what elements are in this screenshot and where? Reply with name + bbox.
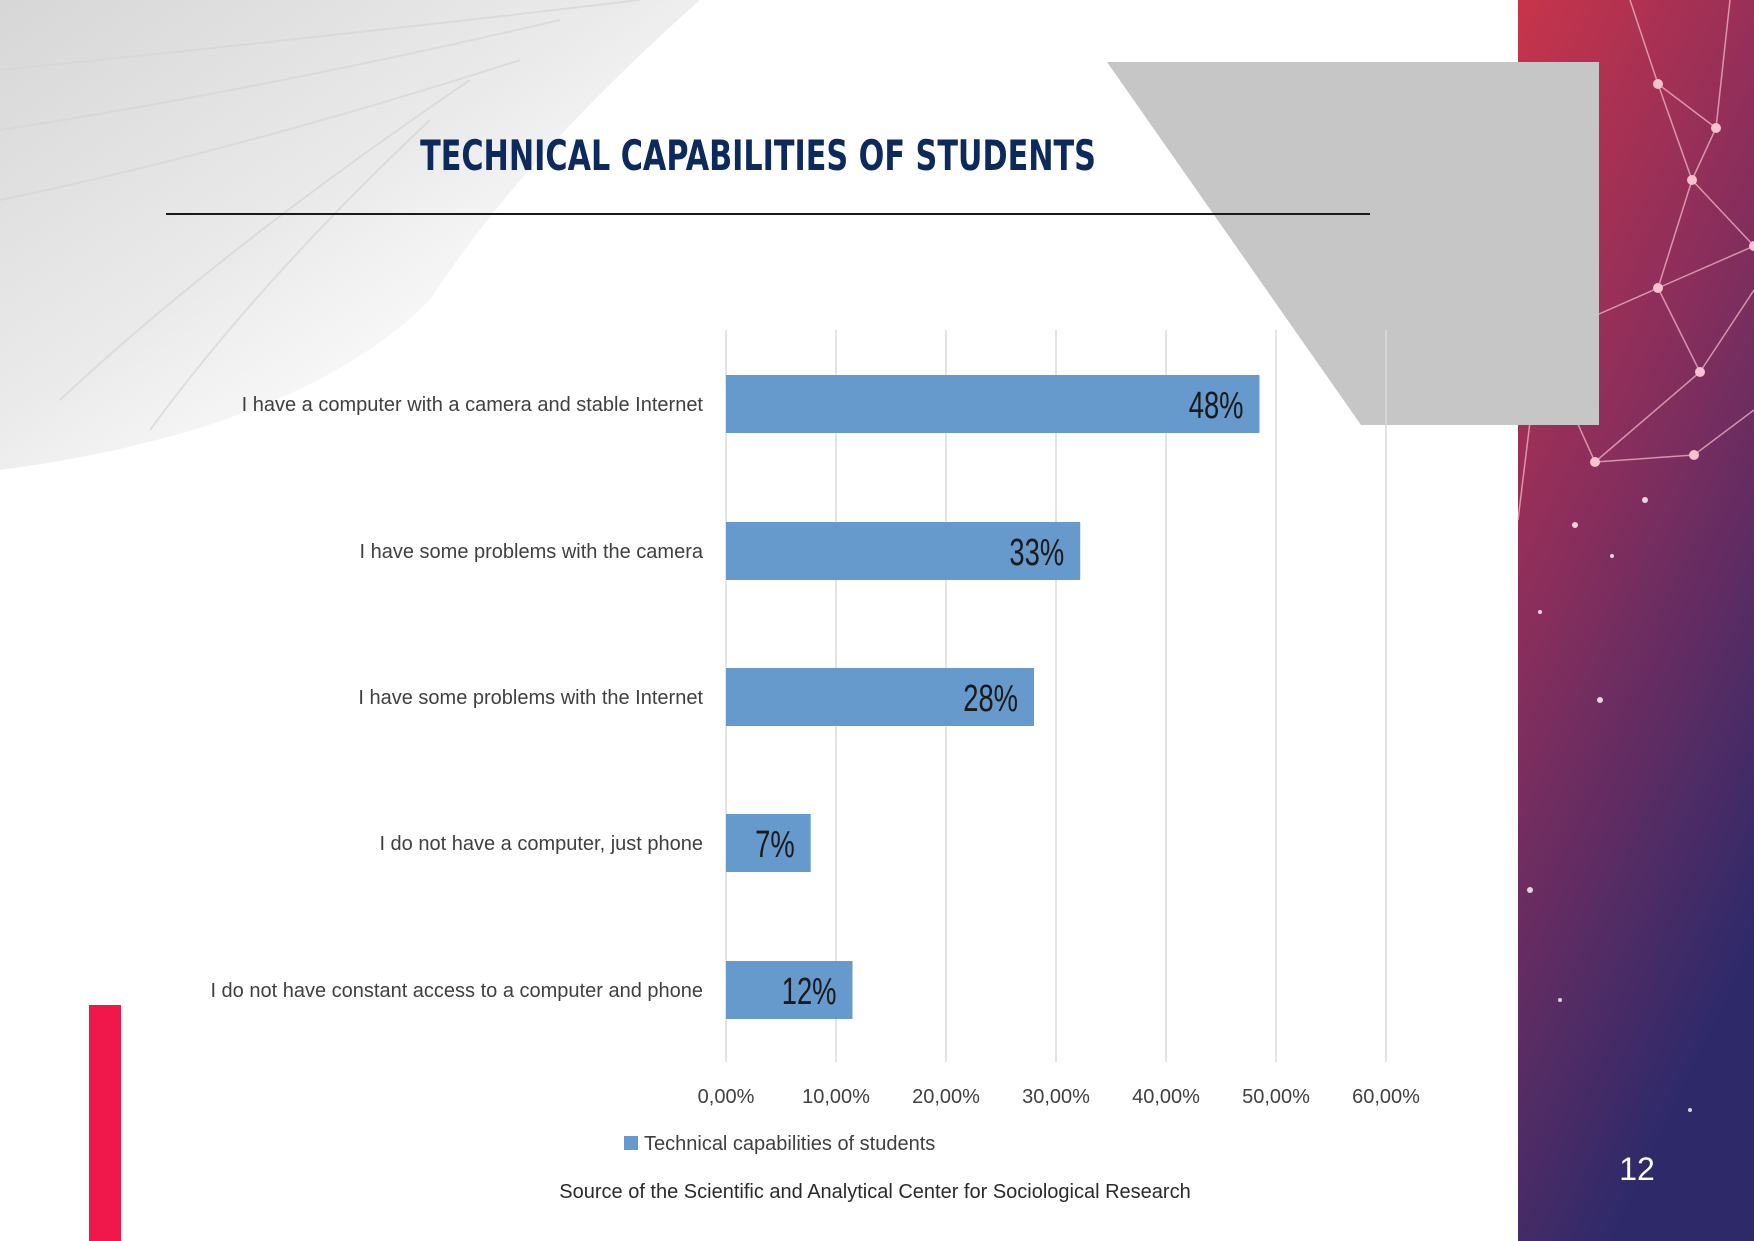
data-label: 12% — [782, 971, 837, 1013]
background-decoration — [0, 0, 700, 470]
sparkle-decoration — [1527, 497, 1692, 1112]
data-label: 48% — [1189, 385, 1244, 427]
x-tick-label: 0,00% — [698, 1086, 755, 1108]
data-label: 7% — [755, 824, 795, 866]
page-number: 12 — [1619, 1151, 1655, 1187]
source-note: Source of the Scientific and Analytical … — [559, 1181, 1190, 1203]
chart-bars: 48% 33% 28% 7% 12% — [726, 375, 1260, 1019]
category-label: I have some problems with the Internet — [358, 687, 703, 709]
chart-category-labels: I have a computer with a camera and stab… — [210, 394, 703, 1002]
category-label: I do not have a computer, just phone — [379, 833, 703, 855]
bar — [726, 668, 1034, 726]
bar — [726, 375, 1260, 433]
legend-swatch — [624, 1136, 638, 1150]
category-label: I have a computer with a camera and stab… — [242, 394, 704, 416]
x-tick-label: 10,00% — [802, 1086, 870, 1108]
bar-chart: 48% 33% 28% 7% 12% I have a computer with a … — [210, 330, 1420, 1155]
x-tick-label: 40,00% — [1132, 1086, 1200, 1108]
slide-title: TECHNICAL CAPABILITIES OF STUDENTS — [420, 131, 1096, 180]
data-label: 28% — [963, 678, 1018, 720]
chart-legend: Technical capabilities of students — [624, 1133, 935, 1155]
x-tick-label: 50,00% — [1242, 1086, 1310, 1108]
legend-label: Technical capabilities of students — [644, 1133, 935, 1155]
chart-x-tick-labels: 0,00% 10,00% 20,00% 30,00% 40,00% 50,00% 60,00… — [698, 1086, 1420, 1108]
gray-trapezoid-decoration — [1107, 62, 1599, 425]
bar — [726, 814, 811, 872]
bar — [726, 522, 1081, 580]
x-tick-label: 30,00% — [1022, 1086, 1090, 1108]
category-label: I do not have constant access to a compu… — [210, 980, 703, 1002]
x-tick-label: 20,00% — [912, 1086, 980, 1108]
category-label: I have some problems with the camera — [360, 541, 704, 563]
bar — [726, 961, 853, 1019]
x-tick-label: 60,00% — [1352, 1086, 1420, 1108]
data-label: 33% — [1009, 532, 1064, 574]
red-accent-bar — [89, 1005, 121, 1241]
